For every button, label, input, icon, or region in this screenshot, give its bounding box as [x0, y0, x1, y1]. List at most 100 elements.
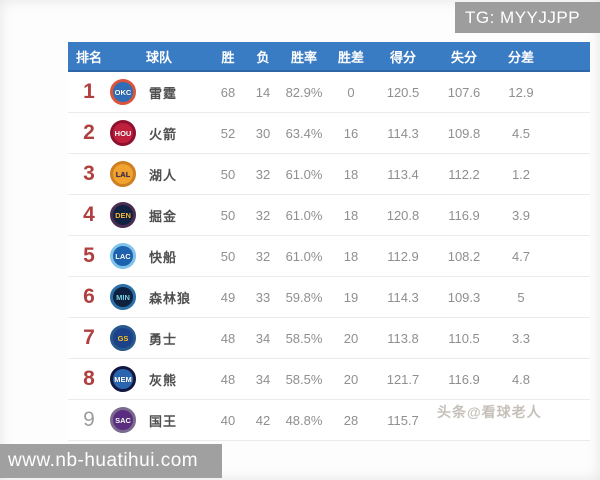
photo-watermark-text: 头条@看球老人: [437, 404, 542, 420]
rank-cell: 1: [83, 80, 95, 103]
point-diff-cell: 5: [517, 289, 525, 305]
header-point-diff: 分差: [507, 49, 534, 65]
win-pct-cell: 59.8%: [285, 289, 323, 305]
points-for-cell: 115.7: [387, 412, 419, 428]
points-for-cell: 121.7: [386, 371, 420, 387]
table-row[interactable]: 7 GS 勇士 48 34 58.5% 20 113.8 110.5 3.3: [68, 318, 590, 359]
points-against-cell: 116.9: [448, 371, 480, 387]
games-behind-cell: 19: [343, 289, 359, 305]
table-header-row: 排名 球队 胜 负 胜率 胜差 得分 失分 分差: [68, 42, 590, 72]
header-losses: 负: [256, 49, 270, 65]
games-behind-cell: 20: [343, 330, 359, 346]
win-pct-cell: 61.0%: [285, 207, 323, 223]
points-for-cell: 120.8: [386, 207, 420, 223]
table-row[interactable]: 9 SAC 国王 40 42 48.8% 28 115.7: [68, 400, 590, 441]
games-behind-cell: 18: [343, 207, 359, 223]
points-for-cell: 113.4: [387, 166, 419, 182]
team-cell: MIN 森林狼: [110, 284, 208, 310]
site-watermark-text: www.nb-huatihui.com: [8, 450, 199, 471]
games-behind-cell: 18: [343, 248, 359, 264]
table-row[interactable]: 4 DEN 掘金 50 32 61.0% 18 120.8 116.9 3.9: [68, 195, 590, 236]
team-name: 掘金: [149, 208, 178, 224]
table-row[interactable]: 3 LAL 湖人 50 32 61.0% 18 113.4 112.2 1.2: [68, 154, 590, 195]
team-cell: OKC 雷霆: [110, 79, 208, 105]
team-logo-icon: MEM: [110, 366, 136, 392]
points-for-cell: 114.3: [387, 125, 419, 141]
point-diff-cell: 4.8: [511, 371, 531, 387]
points-against-cell: 109.8: [447, 125, 481, 141]
team-cell: GS 勇士: [110, 325, 208, 351]
team-name: 湖人: [149, 167, 178, 183]
site-watermark-bar: www.nb-huatihui.com: [0, 444, 222, 478]
point-diff-cell: 1.2: [511, 166, 531, 182]
header-wins: 胜: [221, 49, 235, 65]
table-row[interactable]: 5 LAC 快船 50 32 61.0% 18 112.9 108.2 4.7: [68, 236, 590, 277]
wins-cell: 52: [220, 125, 236, 141]
points-for-cell: 113.8: [387, 330, 419, 346]
rank-cell: 3: [83, 162, 95, 185]
losses-cell: 33: [255, 289, 271, 305]
team-logo-icon: DEN: [110, 202, 136, 228]
rank-cell: 9: [83, 408, 95, 431]
standings-table: 排名 球队 胜 负 胜率 胜差 得分 失分 分差 1 OKC 雷霆 68 14 82.9%…: [68, 42, 590, 441]
table-row[interactable]: 8 MEM 灰熊 48 34 58.5% 20 121.7 116.9 4.8: [68, 359, 590, 400]
team-name: 森林狼: [149, 290, 192, 306]
win-pct-cell: 61.0%: [285, 166, 323, 182]
header-team: 球队: [145, 49, 172, 65]
team-name: 国王: [149, 413, 178, 429]
table-row[interactable]: 2 HOU 火箭 52 30 63.4% 16 114.3 109.8 4.5: [68, 113, 590, 154]
team-cell: SAC 国王: [110, 407, 208, 433]
rank-cell: 5: [83, 244, 95, 267]
rank-cell: 7: [83, 326, 95, 349]
team-name: 快船: [149, 249, 178, 265]
team-logo-icon: HOU: [110, 120, 136, 146]
games-behind-cell: 18: [343, 166, 359, 182]
tg-watermark-text: TG: MYYJJPP: [465, 7, 581, 27]
win-pct-cell: 61.0%: [285, 248, 323, 264]
header-rank: 排名: [75, 49, 102, 65]
losses-cell: 42: [255, 412, 271, 428]
points-against-cell: 107.6: [447, 84, 481, 100]
points-for-cell: 114.3: [387, 289, 419, 305]
win-pct-cell: 48.8%: [285, 412, 323, 428]
team-logo-icon: LAC: [110, 243, 136, 269]
header-points-against: 失分: [450, 49, 477, 65]
header-points-for: 得分: [389, 49, 416, 65]
games-behind-cell: 16: [343, 125, 359, 141]
header-win-pct: 胜率: [290, 49, 317, 65]
points-against-cell: 110.5: [448, 330, 480, 346]
standings-rows: 1 OKC 雷霆 68 14 82.9% 0 120.5 107.6 12.9 2 HOU 火箭 52 30…: [68, 72, 590, 441]
point-diff-cell: 3.9: [511, 207, 531, 223]
points-against-cell: 116.9: [448, 207, 480, 223]
points-for-cell: 112.9: [387, 248, 419, 264]
point-diff-cell: 12.9: [508, 84, 534, 100]
games-behind-cell: 0: [347, 84, 355, 100]
wins-cell: 50: [220, 207, 236, 223]
points-against-cell: 112.2: [448, 166, 480, 182]
team-name: 雷霆: [149, 85, 178, 101]
wins-cell: 48: [220, 371, 236, 387]
wins-cell: 68: [220, 84, 236, 100]
win-pct-cell: 63.4%: [285, 125, 323, 141]
team-name: 灰熊: [149, 372, 178, 388]
wins-cell: 50: [220, 248, 236, 264]
team-cell: LAC 快船: [110, 243, 208, 269]
table-row[interactable]: 1 OKC 雷霆 68 14 82.9% 0 120.5 107.6 12.9: [68, 72, 590, 113]
team-cell: HOU 火箭: [110, 120, 208, 146]
team-cell: MEM 灰熊: [110, 366, 208, 392]
games-behind-cell: 20: [343, 371, 359, 387]
rank-cell: 8: [83, 367, 95, 390]
wins-cell: 50: [220, 166, 236, 182]
table-row[interactable]: 6 MIN 森林狼 49 33 59.8% 19 114.3 109.3 5: [68, 277, 590, 318]
team-cell: LAL 湖人: [110, 161, 208, 187]
team-logo-icon: MIN: [110, 284, 136, 310]
losses-cell: 32: [255, 166, 271, 182]
games-behind-cell: 28: [343, 412, 359, 428]
points-against-cell: 109.3: [447, 289, 481, 305]
losses-cell: 30: [255, 125, 271, 141]
rank-cell: 2: [83, 121, 95, 144]
header-games-behind: 胜差: [337, 49, 364, 65]
tg-watermark-badge: TG: MYYJJPP: [455, 2, 600, 33]
losses-cell: 34: [255, 330, 271, 346]
win-pct-cell: 58.5%: [285, 371, 323, 387]
